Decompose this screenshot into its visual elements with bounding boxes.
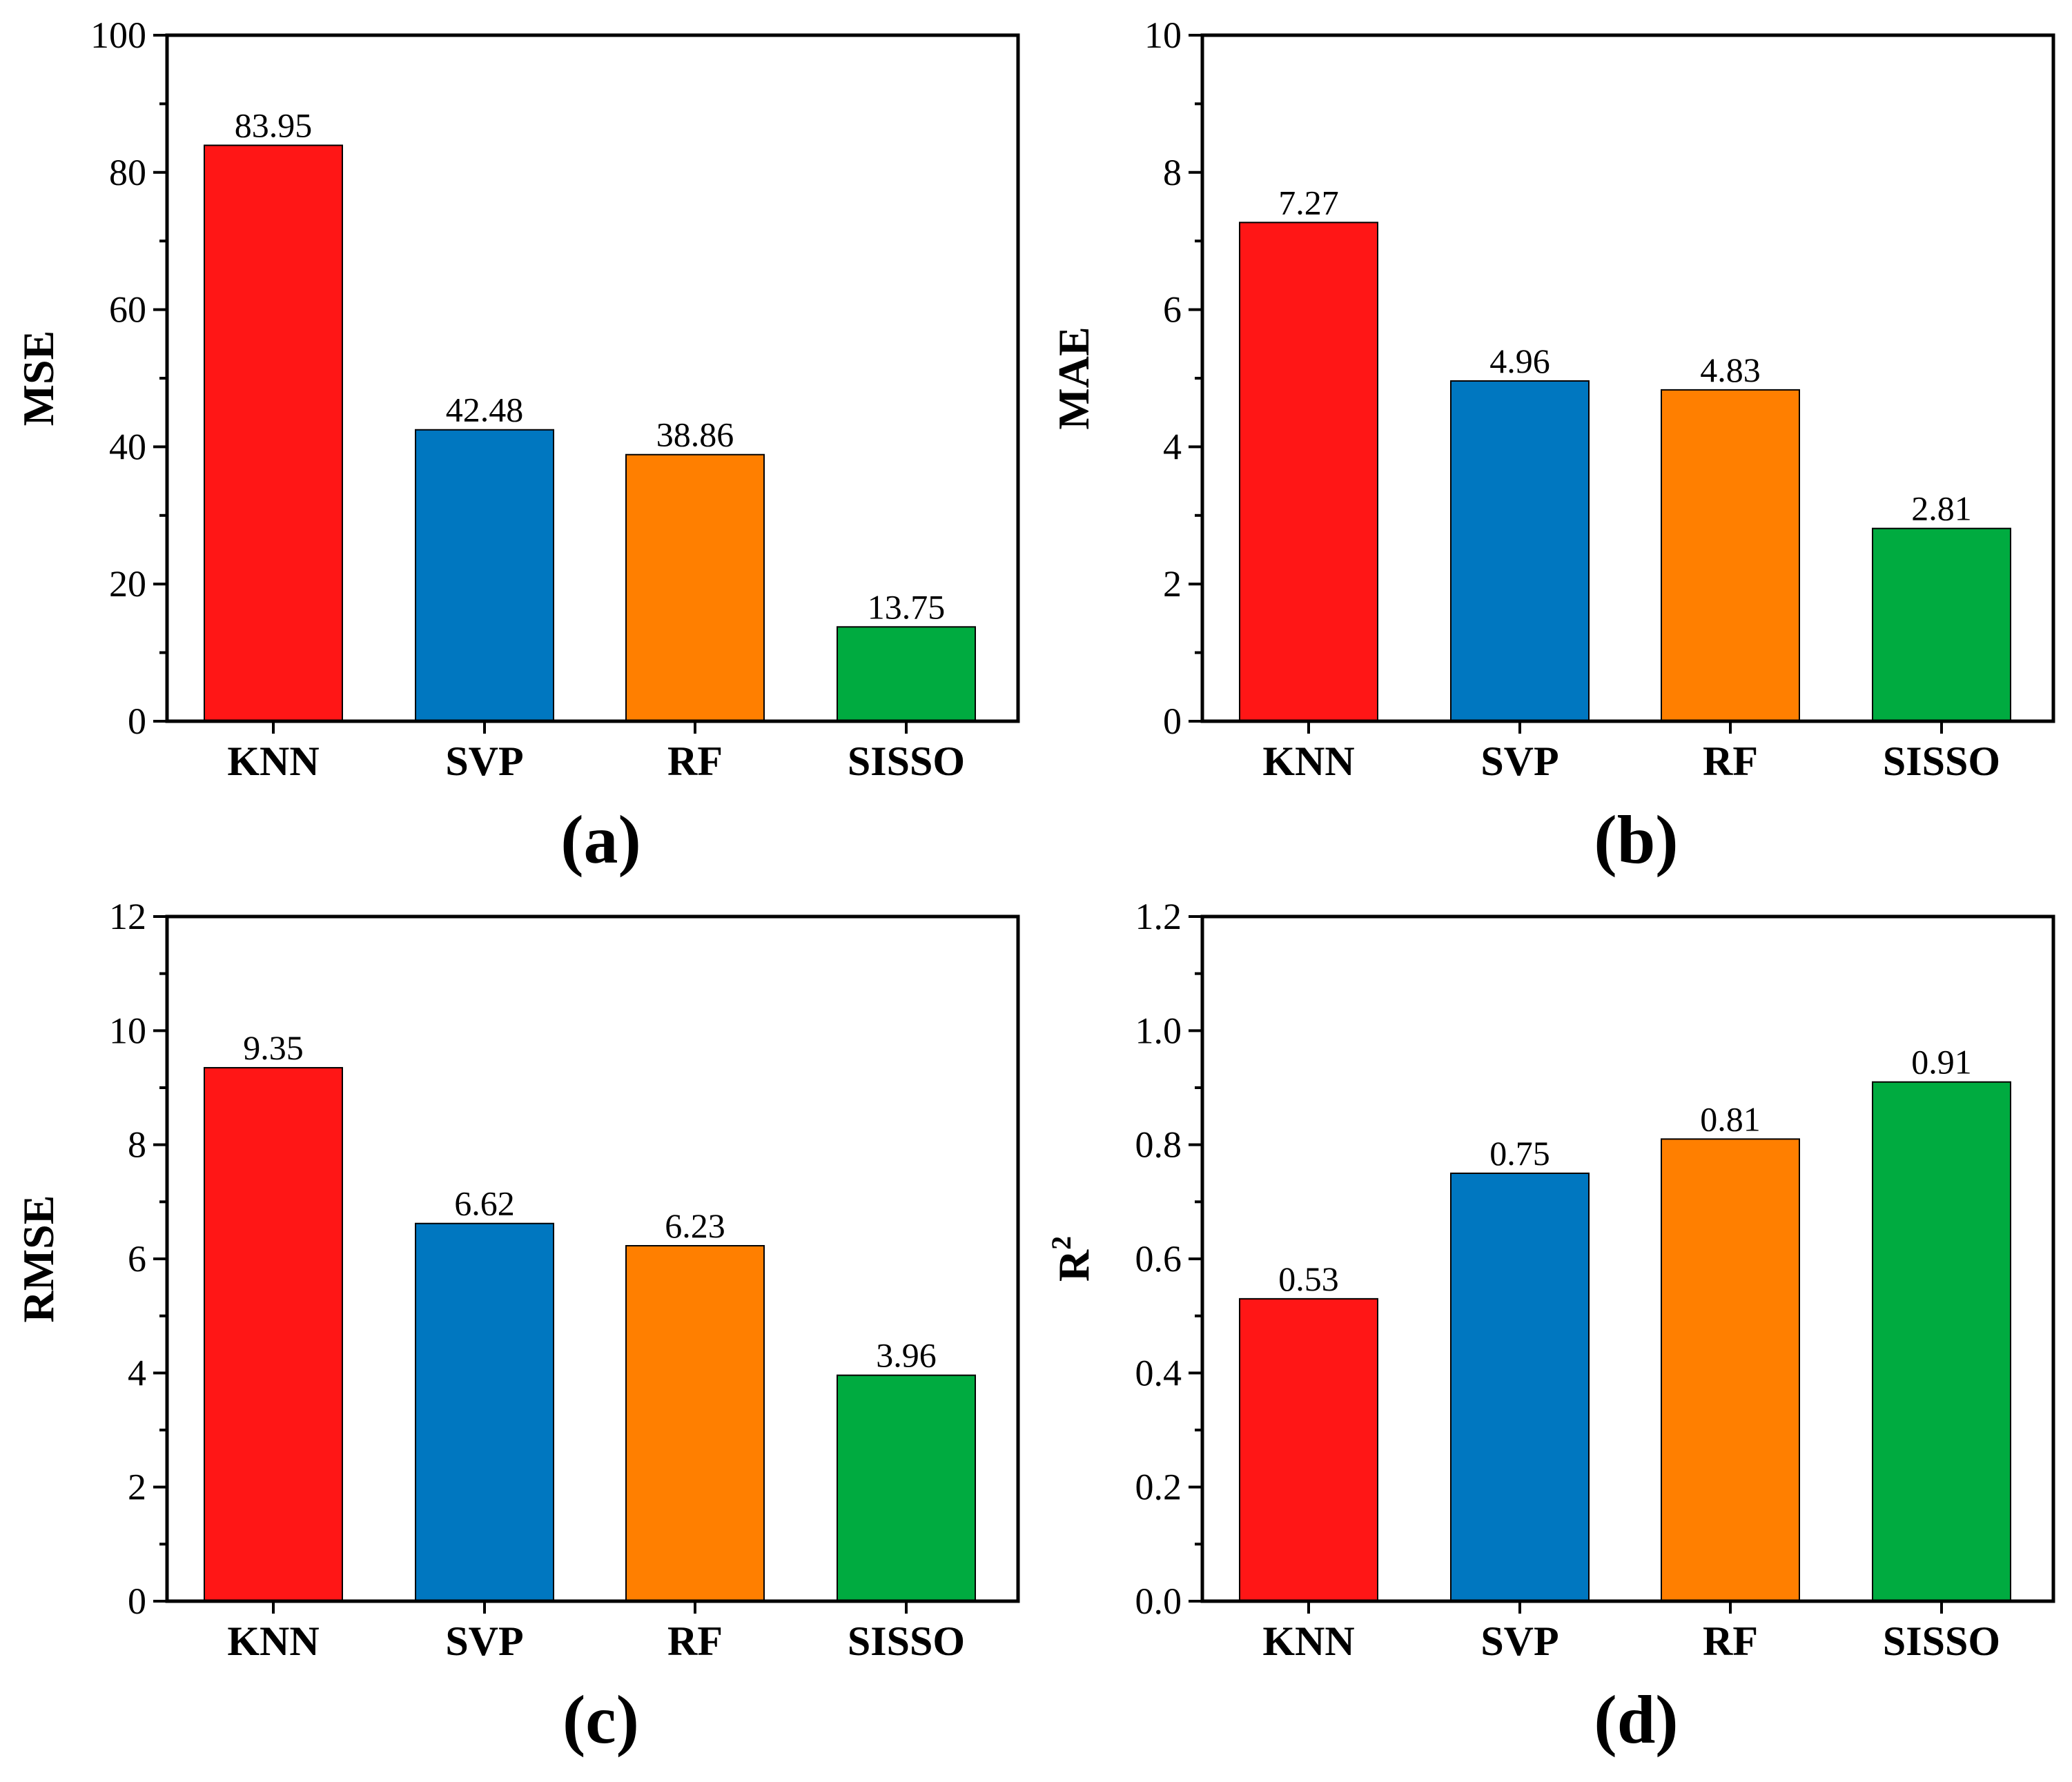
y-tick-label: 0.0 bbox=[1135, 1580, 1182, 1622]
chart-panel-b: 7.27 KNN 4.96 SVP 4.83 RF 2.81 SISSO 0 2 4 6 8 10 MAE (… bbox=[1049, 14, 2055, 878]
data-label-sisso: 3.96 bbox=[876, 1336, 937, 1375]
bar-svp bbox=[1450, 380, 1590, 722]
data-label-rf: 0.81 bbox=[1700, 1099, 1761, 1138]
panel-label: (d) bbox=[1594, 1681, 1678, 1758]
data-label-knn: 9.35 bbox=[243, 1028, 304, 1067]
data-label-svp: 6.62 bbox=[454, 1184, 515, 1223]
y-tick-label: 60 bbox=[109, 289, 146, 331]
y-tick-label: 1.0 bbox=[1135, 1010, 1182, 1051]
data-label-svp: 42.48 bbox=[446, 391, 524, 429]
category-label-rf: RF bbox=[1703, 1618, 1758, 1664]
y-tick-label: 10 bbox=[109, 1010, 146, 1051]
category-label-rf: RF bbox=[667, 738, 723, 784]
category-label-sisso: SISSO bbox=[848, 738, 965, 784]
y-tick-label: 0 bbox=[128, 1580, 146, 1622]
y-tick-label: 12 bbox=[109, 896, 146, 937]
category-label-knn: KNN bbox=[227, 1618, 319, 1664]
y-tick-label: 0.8 bbox=[1135, 1124, 1182, 1166]
bar-knn bbox=[1239, 1298, 1378, 1603]
y-tick-label: 8 bbox=[1163, 152, 1182, 193]
panel-label: (a) bbox=[560, 801, 641, 878]
data-label-knn: 7.27 bbox=[1278, 183, 1339, 222]
category-label-sisso: SISSO bbox=[1883, 738, 2000, 784]
y-tick-label: 0.4 bbox=[1135, 1352, 1182, 1393]
bar-sisso bbox=[1872, 1081, 2011, 1602]
data-label-knn: 0.53 bbox=[1278, 1260, 1339, 1298]
y-tick-label: 0 bbox=[1163, 701, 1182, 742]
bar-svp bbox=[415, 1222, 554, 1603]
bar-rf bbox=[625, 1244, 765, 1602]
y-tick-label: 4 bbox=[128, 1352, 146, 1393]
y-tick-label: 0.6 bbox=[1135, 1238, 1182, 1280]
category-label-svp: SVP bbox=[1480, 738, 1558, 784]
y-tick-label: 10 bbox=[1144, 14, 1182, 56]
bar-svp bbox=[1450, 1173, 1590, 1602]
data-label-sisso: 0.91 bbox=[1911, 1043, 1972, 1081]
panel-label: (b) bbox=[1594, 801, 1678, 878]
panel-label: (c) bbox=[563, 1681, 639, 1758]
chart-panel-c: 9.35 KNN 6.62 SVP 6.23 RF 3.96 SISSO 0 2 4 6 8 10 12 RM… bbox=[14, 896, 1020, 1758]
data-label-rf: 4.83 bbox=[1700, 351, 1761, 389]
bar-svp bbox=[415, 429, 554, 722]
y-axis-title: R2 bbox=[1046, 1236, 1098, 1282]
bar-sisso bbox=[1872, 527, 2011, 722]
bar-rf bbox=[625, 453, 765, 723]
category-label-knn: KNN bbox=[1262, 738, 1354, 784]
category-label-rf: RF bbox=[667, 1618, 723, 1664]
data-label-svp: 0.75 bbox=[1489, 1134, 1550, 1173]
bar-knn bbox=[1239, 222, 1378, 722]
bar-knn bbox=[204, 144, 343, 723]
chart-panel-a: 83.95 KNN 42.48 SVP 38.86 RF 13.75 SISSO 0 20 40 60… bbox=[14, 14, 1020, 878]
y-axis-title: RMSE bbox=[14, 1195, 63, 1323]
y-tick-label: 100 bbox=[90, 14, 146, 56]
data-label-sisso: 13.75 bbox=[868, 587, 946, 626]
y-tick-label: 80 bbox=[109, 152, 146, 193]
y-tick-label: 1.2 bbox=[1135, 896, 1182, 937]
y-tick-label: 6 bbox=[1163, 289, 1182, 331]
category-label-svp: SVP bbox=[445, 738, 523, 784]
y-axis-title: MAE bbox=[1049, 326, 1098, 429]
data-label-svp: 4.96 bbox=[1489, 342, 1550, 380]
bar-sisso bbox=[837, 626, 976, 723]
y-tick-label: 2 bbox=[128, 1467, 146, 1508]
y-tick-label: 6 bbox=[128, 1238, 146, 1280]
data-label-sisso: 2.81 bbox=[1911, 489, 1972, 528]
y-tick-label: 2 bbox=[1163, 563, 1182, 605]
data-label-knn: 83.95 bbox=[235, 106, 313, 145]
y-tick-label: 8 bbox=[128, 1124, 146, 1166]
data-label-rf: 38.86 bbox=[656, 415, 734, 454]
y-tick-label: 0.2 bbox=[1135, 1467, 1182, 1508]
data-label-rf: 6.23 bbox=[665, 1206, 725, 1245]
category-label-sisso: SISSO bbox=[1883, 1618, 2000, 1664]
category-label-svp: SVP bbox=[445, 1618, 523, 1664]
bar-knn bbox=[204, 1067, 343, 1602]
category-label-knn: KNN bbox=[1262, 1618, 1354, 1664]
chart-panel-d: 0.53 KNN 0.75 SVP 0.81 RF 0.91 SISSO 0.0 0.2 0.4 0.… bbox=[1046, 896, 2055, 1758]
category-label-rf: RF bbox=[1703, 738, 1758, 784]
y-tick-label: 0 bbox=[128, 701, 146, 742]
y-axis-title: MSE bbox=[14, 331, 63, 427]
y-tick-label: 40 bbox=[109, 426, 146, 467]
y-axis-title-superscript: 2 bbox=[1046, 1236, 1077, 1250]
bar-sisso bbox=[837, 1374, 976, 1602]
category-label-svp: SVP bbox=[1480, 1618, 1558, 1664]
category-label-sisso: SISSO bbox=[848, 1618, 965, 1664]
y-tick-label: 20 bbox=[109, 563, 146, 605]
bar-rf bbox=[1661, 1138, 1800, 1602]
category-label-knn: KNN bbox=[227, 738, 319, 784]
y-tick-label: 4 bbox=[1163, 426, 1182, 467]
bar-rf bbox=[1661, 389, 1800, 722]
